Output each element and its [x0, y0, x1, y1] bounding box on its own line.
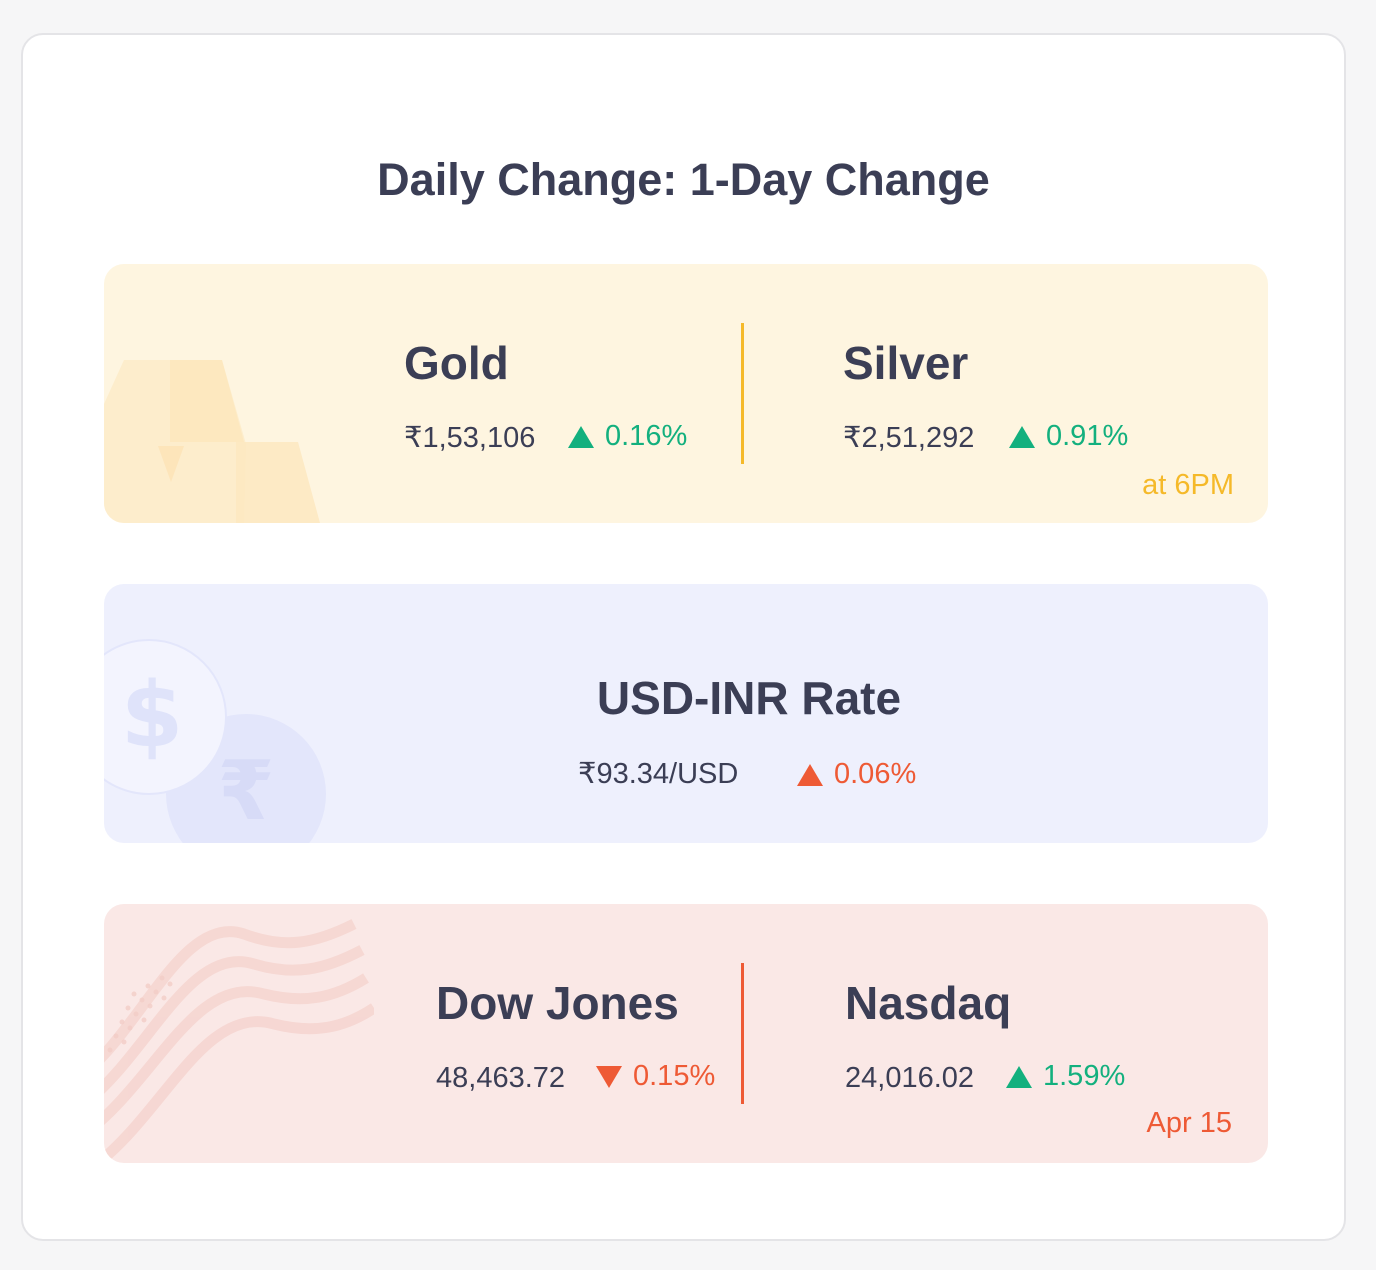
- usd-inr-price: ₹93.34/USD: [578, 758, 739, 790]
- nasdaq-change-value: 1.59%: [1043, 1060, 1126, 1092]
- gold-price: ₹1,53,106: [404, 422, 536, 454]
- dow-jones-change: 0.15%: [596, 1062, 715, 1091]
- arrow-up-icon: [1006, 1065, 1032, 1088]
- arrow-up-icon: [797, 763, 823, 786]
- metals-divider: [741, 323, 744, 464]
- nasdaq-name: Nasdaq: [845, 977, 1012, 1029]
- arrow-up-icon: [568, 425, 594, 448]
- svg-text:$: $: [121, 663, 184, 768]
- daily-change-panel: Daily Change: 1-Day Change Gold ₹1,53,10…: [21, 33, 1346, 1241]
- metals-card[interactable]: Gold ₹1,53,106 0.16% Silver ₹2,51,292 0.…: [104, 264, 1268, 523]
- dollar-rupee-coins-icon: ₹ $: [104, 639, 326, 843]
- currency-card[interactable]: ₹ $ USD-INR Rate ₹93.34/USD 0.06%: [104, 584, 1268, 843]
- silver-change-value: 0.91%: [1046, 420, 1129, 452]
- gold-change-value: 0.16%: [605, 420, 688, 452]
- dow-jones-change-value: 0.15%: [633, 1060, 716, 1092]
- us-markets-date-note: Apr 15: [1146, 1107, 1232, 1139]
- usd-inr-change: 0.06%: [797, 760, 916, 789]
- nasdaq-price: 24,016.02: [845, 1062, 975, 1094]
- svg-text:₹: ₹: [217, 744, 274, 839]
- dow-jones-name: Dow Jones: [436, 977, 679, 1029]
- nasdaq-change: 1.59%: [1006, 1062, 1125, 1091]
- arrow-up-icon: [1009, 425, 1035, 448]
- us-flag-icon: [104, 919, 374, 1163]
- usd-inr-name: USD-INR Rate: [596, 672, 902, 724]
- metals-time-note: at 6PM: [1142, 469, 1234, 501]
- dow-jones-price: 48,463.72: [436, 1062, 566, 1094]
- gold-bars-icon: [104, 360, 320, 523]
- usd-inr-change-value: 0.06%: [834, 758, 917, 790]
- silver-change: 0.91%: [1009, 422, 1128, 451]
- gold-name: Gold: [404, 337, 509, 389]
- panel-title: Daily Change: 1-Day Change: [377, 154, 990, 205]
- silver-name: Silver: [843, 337, 969, 389]
- us-markets-divider: [741, 963, 744, 1104]
- silver-price: ₹2,51,292: [843, 422, 975, 454]
- us-markets-card[interactable]: Dow Jones 48,463.72 0.15% Nasdaq 24,016.…: [104, 904, 1268, 1163]
- gold-change: 0.16%: [568, 422, 687, 451]
- arrow-down-icon: [596, 1065, 622, 1088]
